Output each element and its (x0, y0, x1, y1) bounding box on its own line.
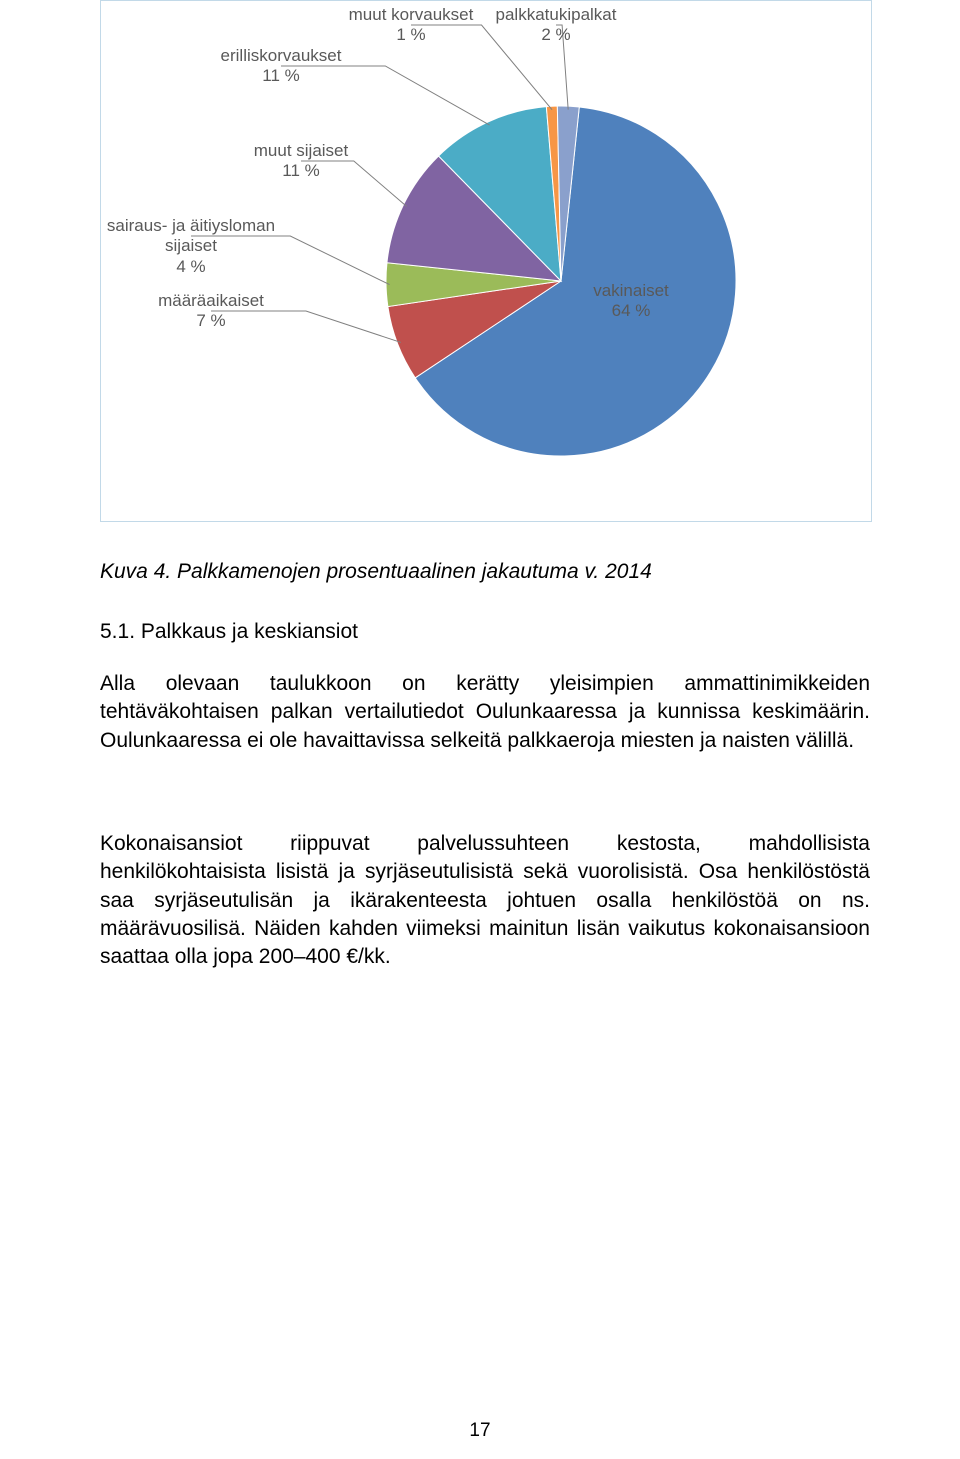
chart-slice-label: määräaikaiset7 % (141, 291, 281, 332)
chart-slice-label: sairaus- ja äitiysloman sijaiset4 % (106, 216, 276, 277)
slice-category: muut sijaiset (231, 141, 371, 161)
slice-percent: 7 % (141, 311, 281, 331)
chart-slice-label: palkkatukipalkat2 % (486, 5, 626, 46)
body-paragraph: Kokonaisansiot riippuvat palvelussuhteen… (100, 830, 870, 972)
slice-percent: 2 % (486, 25, 626, 45)
chart-slice-label: muut sijaiset11 % (231, 141, 371, 182)
chart-slice-label: muut korvaukset1 % (341, 5, 481, 46)
slice-percent: 64 % (561, 301, 701, 321)
body-paragraph: Alla olevaan taulukkoon on kerätty yleis… (100, 670, 870, 755)
slice-category: palkkatukipalkat (486, 5, 626, 25)
chart-frame: vakinaiset64 % määräaikaiset7 % sairaus- j… (100, 0, 872, 522)
figure-caption: Kuva 4. Palkkamenojen prosentuaalinen ja… (100, 560, 652, 584)
slice-category: erilliskorvaukset (211, 46, 351, 66)
section-heading: 5.1. Palkkaus ja keskiansiot (100, 620, 358, 644)
page-number: 17 (0, 1420, 960, 1442)
chart-slice-label: vakinaiset64 % (561, 281, 701, 322)
slice-percent: 1 % (341, 25, 481, 45)
slice-category: vakinaiset (561, 281, 701, 301)
slice-percent: 4 % (106, 257, 276, 277)
slice-percent: 11 % (231, 161, 371, 181)
slice-percent: 11 % (211, 66, 351, 86)
slice-category: sairaus- ja äitiysloman sijaiset (106, 216, 276, 257)
chart-slice-label: erilliskorvaukset11 % (211, 46, 351, 87)
slice-category: määräaikaiset (141, 291, 281, 311)
slice-category: muut korvaukset (341, 5, 481, 25)
